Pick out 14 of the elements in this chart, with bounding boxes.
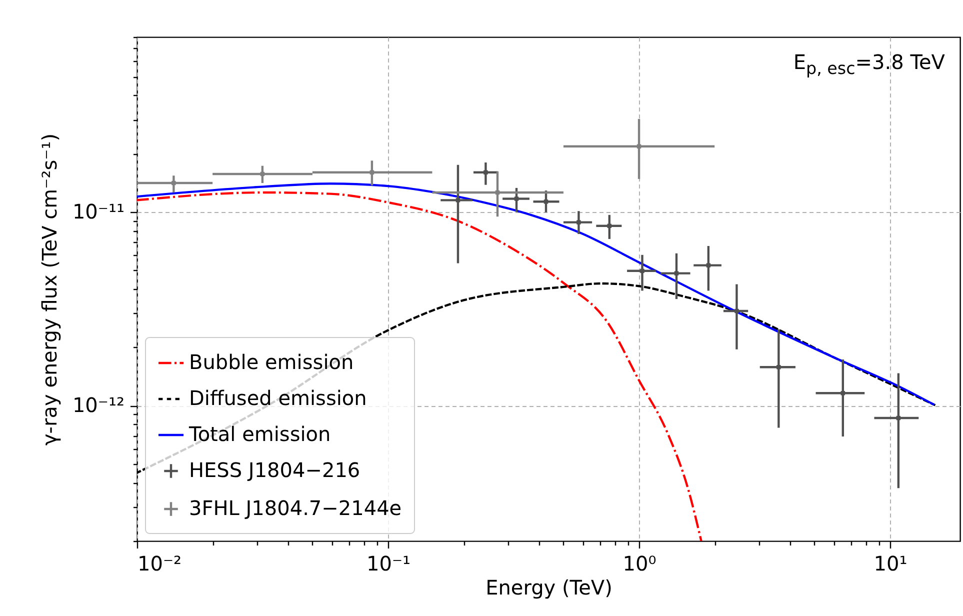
x-tick-label: 10⁰ <box>622 552 656 576</box>
legend-label: HESS J1804−216 <box>189 458 360 482</box>
legend-label: Diffused emission <box>189 386 367 410</box>
legend-label: Total emission <box>188 422 331 446</box>
x-axis-title: Energy (TeV) <box>486 576 612 600</box>
y-tick-label: 10⁻¹¹ <box>72 199 124 224</box>
y-tick-label: 10⁻¹² <box>72 393 124 418</box>
y-axis-title: γ-ray energy flux (TeV cm⁻²s⁻¹) <box>37 133 62 446</box>
legend-label: Bubble emission <box>189 350 354 374</box>
legend-label: 3FHL J1804.7−2144e <box>189 496 402 520</box>
annotation: E$_{p, esc}$=3.8 TeV <box>793 50 945 78</box>
x-tick-label: 10⁻² <box>138 552 182 576</box>
x-tick-label: 10⁻¹ <box>366 552 411 576</box>
x-tick-label: 10¹ <box>874 552 908 576</box>
